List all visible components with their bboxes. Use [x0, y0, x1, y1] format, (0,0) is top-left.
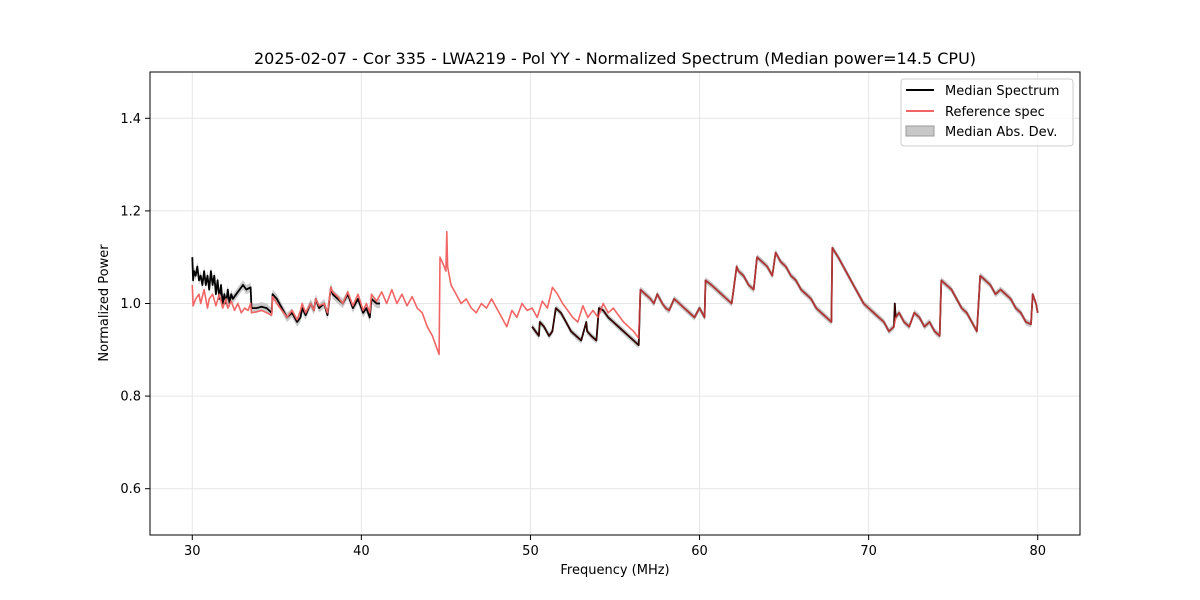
median-spectrum-line-low — [191, 257, 380, 323]
x-tick-label: 60 — [691, 544, 708, 559]
y-tick-label: 0.6 — [120, 482, 141, 497]
mad-band-low — [192, 252, 380, 327]
x-tick-label: 80 — [1029, 544, 1046, 559]
axis-ticks: 30 40 50 60 70 80 0.6 0.8 1.0 1.2 1.4 — [120, 112, 1046, 559]
legend-median-label: Median Spectrum — [945, 84, 1059, 99]
x-axis-label: Frequency (MHz) — [560, 563, 669, 578]
x-tick-label: 70 — [860, 544, 877, 559]
y-tick-label: 0.8 — [120, 390, 141, 405]
y-axis-label: Normalized Power — [97, 244, 112, 362]
legend-reference-label: Reference spec — [945, 105, 1045, 120]
x-tick-label: 40 — [353, 544, 370, 559]
legend-box — [900, 78, 1074, 147]
legend-mad-swatch — [905, 125, 935, 137]
x-tick-label: 30 — [184, 544, 201, 559]
y-tick-label: 1.4 — [120, 112, 141, 127]
chart-title: 2025-02-07 - Cor 335 - LWA219 - Pol YY -… — [254, 49, 976, 68]
x-tick-label: 50 — [522, 544, 539, 559]
legend-mad-label: Median Abs. Dev. — [945, 125, 1057, 140]
y-tick-label: 1.2 — [120, 204, 141, 219]
plot-area — [191, 230, 1039, 356]
y-tick-label: 1.0 — [120, 297, 141, 312]
median-overlay-line — [531, 247, 1039, 346]
legend: Median Spectrum Reference spec Median Ab… — [900, 78, 1074, 147]
